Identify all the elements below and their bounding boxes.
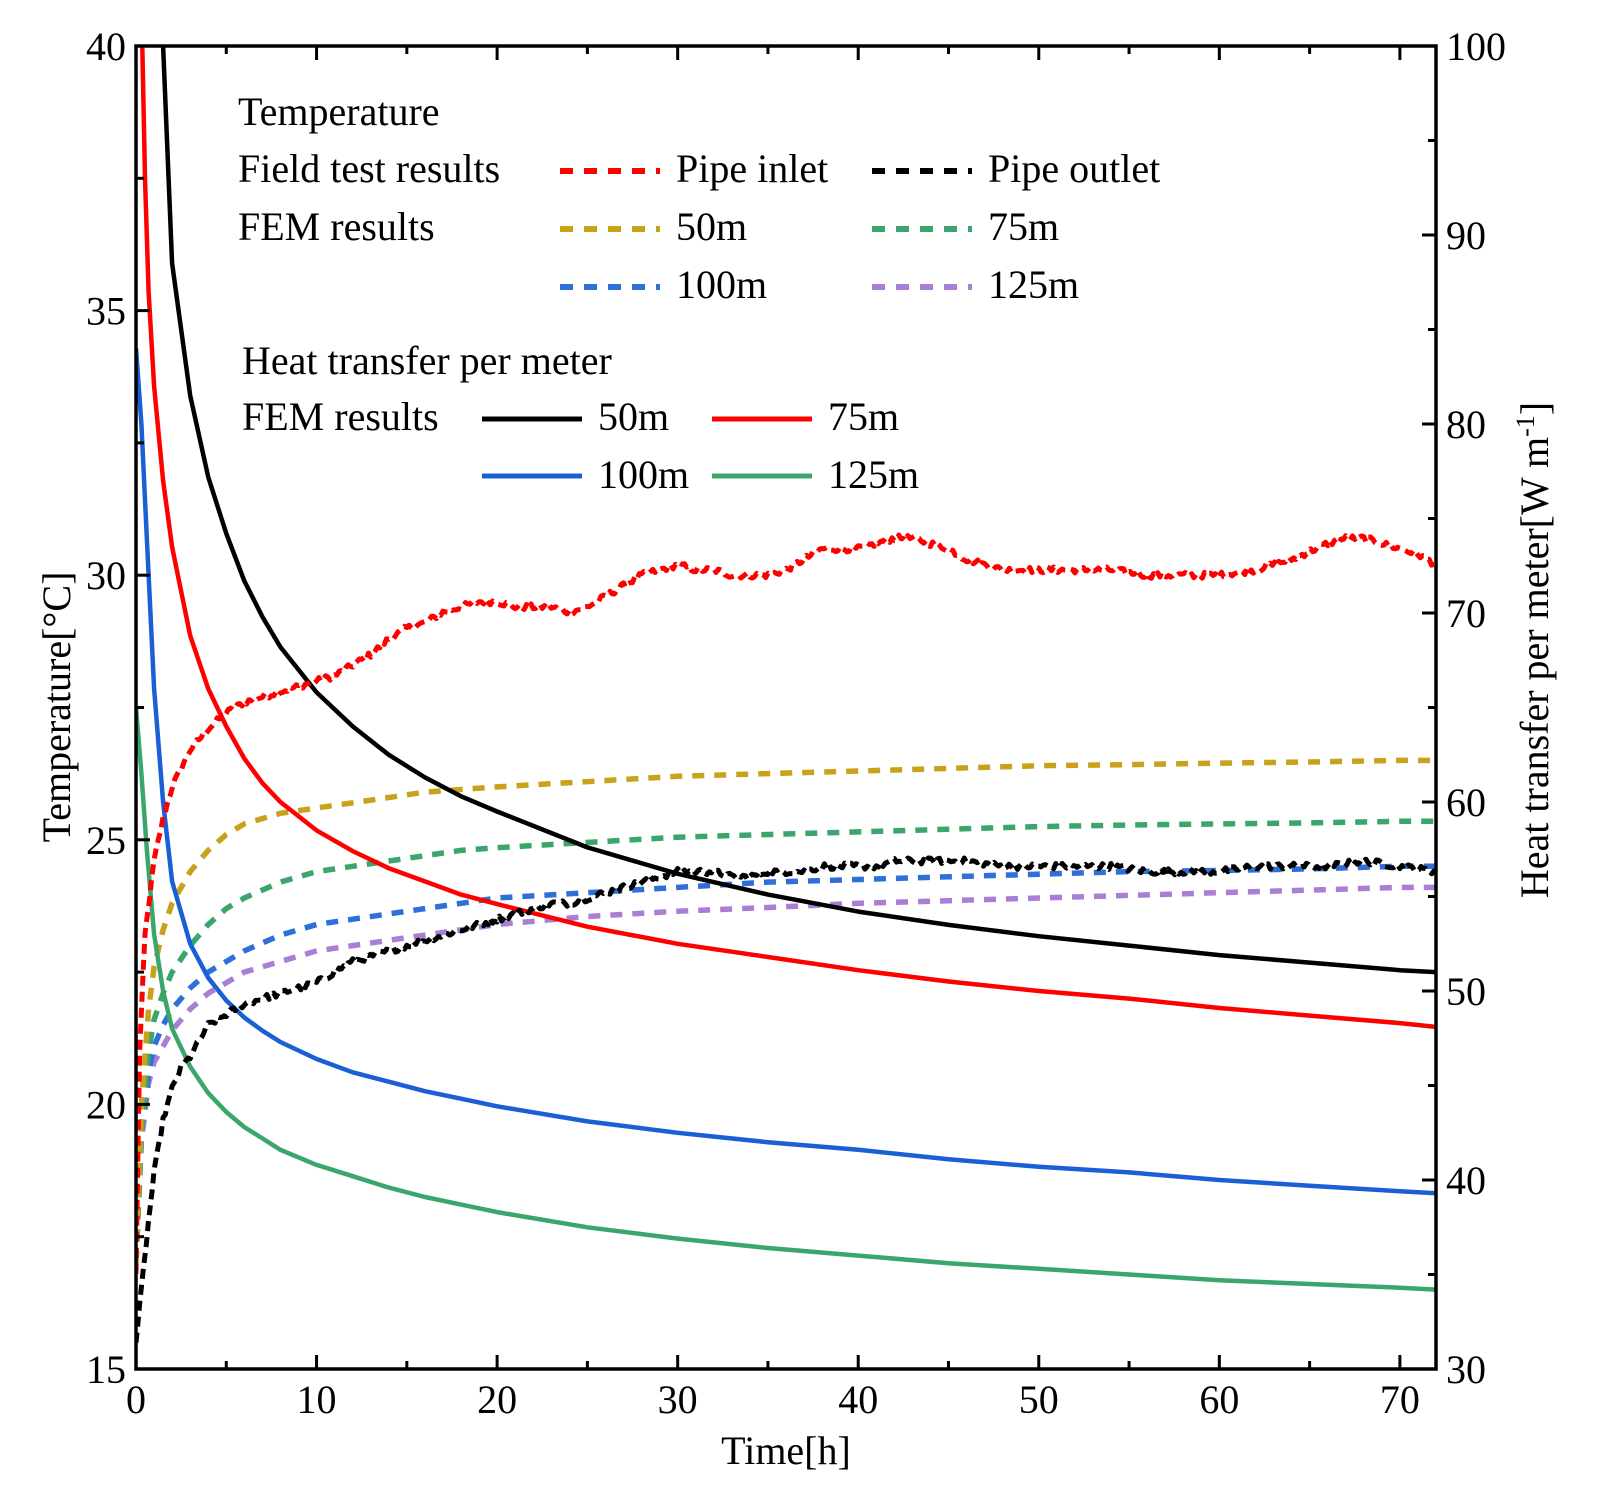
y-right-tick-label: 80 [1446, 402, 1486, 447]
y-right-tick-label: 60 [1446, 780, 1486, 825]
y-axis-left-title: Temperature[°C] [34, 572, 79, 843]
series-layer [136, 46, 1436, 1343]
legend: Temperature Field test results FEM resul… [238, 89, 1160, 497]
heat-series-75m [140, 46, 1436, 1030]
y-axis-right-title-sup: -1 [1511, 415, 1540, 437]
legend-label-heat-100m: 100m [598, 452, 689, 497]
ticks-layer: 0 10 20 30 40 50 60 70 15 20 25 30 35 40 30 40 50 60 70 80 9… [86, 24, 1506, 1422]
legend-label-heat-75m: 75m [828, 394, 899, 439]
y-right-tick-label: 70 [1446, 591, 1486, 636]
temperature-series-pipe-outlet [136, 855, 1436, 1343]
legend-label-heat-50m: 50m [598, 394, 669, 439]
x-tick-label: 60 [1199, 1377, 1239, 1422]
y-left-tick-label: 15 [86, 1347, 126, 1392]
x-tick-label: 40 [838, 1377, 878, 1422]
legend-label-heat-125m: 125m [828, 452, 919, 497]
legend-label-temp-125m: 125m [988, 262, 1079, 307]
y-axis-right-title-main: Heat transfer per meter[W m [1512, 437, 1557, 898]
y-right-tick-label: 30 [1446, 1347, 1486, 1392]
y-right-tick-label: 50 [1446, 969, 1486, 1014]
y-left-tick-label: 35 [86, 289, 126, 334]
heat-series-50m [160, 46, 1436, 975]
legend-temperature-title: Temperature [238, 89, 440, 134]
legend-label-temp-75m: 75m [988, 204, 1059, 249]
legend-heat-title: Heat transfer per meter [242, 338, 612, 383]
y-axis-right-title-end: ] [1512, 402, 1557, 415]
heat-series-100m [136, 348, 1436, 1196]
legend-label-pipe-inlet: Pipe inlet [676, 146, 828, 191]
x-axis-title: Time[h] [721, 1428, 851, 1473]
legend-fem-label: FEM results [238, 204, 435, 249]
legend-label-pipe-outlet: Pipe outlet [988, 146, 1160, 191]
y-left-tick-label: 25 [86, 818, 126, 863]
legend-label-temp-100m: 100m [676, 262, 767, 307]
y-right-tick-label: 100 [1446, 24, 1506, 69]
x-tick-label: 30 [658, 1377, 698, 1422]
y-left-tick-label: 30 [86, 553, 126, 598]
y-axis-right-title: Heat transfer per meter[W m-1] [1511, 402, 1557, 898]
plot-frame [134, 44, 1438, 1371]
x-tick-label: 20 [477, 1377, 517, 1422]
legend-label-temp-50m: 50m [676, 204, 747, 249]
x-tick-label: 70 [1380, 1377, 1420, 1422]
y-left-tick-label: 40 [86, 24, 126, 69]
temperature-series-pipe-inlet [136, 532, 1436, 1274]
y-right-tick-label: 90 [1446, 213, 1486, 258]
x-tick-label: 10 [297, 1377, 337, 1422]
y-right-tick-label: 40 [1446, 1158, 1486, 1203]
x-tick-label: 0 [126, 1377, 146, 1422]
y-left-tick-label: 20 [86, 1082, 126, 1127]
legend-heat-fem-label: FEM results [242, 394, 439, 439]
legend-field-label: Field test results [238, 146, 500, 191]
temperature-series-125m [136, 884, 1436, 1264]
x-tick-label: 50 [1019, 1377, 1059, 1422]
temperature-series-75m [136, 818, 1436, 1264]
heat-series-125m [136, 707, 1436, 1292]
